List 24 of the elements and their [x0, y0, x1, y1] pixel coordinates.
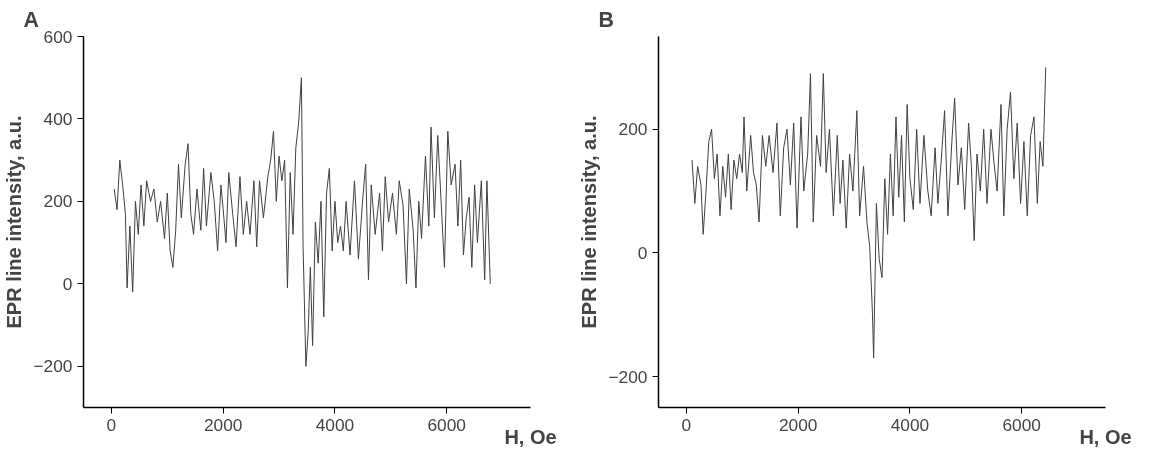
x-tick-label: 0 — [106, 414, 117, 435]
y-axis-title: EPR line intensity, a.u. — [3, 115, 26, 329]
y-tick-label: 400 — [43, 108, 73, 129]
y-tick-label: 0 — [62, 273, 73, 294]
y-tick-label: 600 — [43, 26, 73, 47]
x-axis-title: H, Oe — [504, 425, 557, 448]
y-tick-label: 200 — [43, 191, 73, 212]
y-tick-label: −200 — [608, 366, 648, 387]
x-tick-label: 2000 — [778, 414, 818, 435]
x-tick-label: 6000 — [1002, 414, 1041, 435]
x-axis-title: H, Oe — [1079, 425, 1132, 448]
y-axis-title: EPR line intensity, a.u. — [578, 115, 601, 329]
y-tick-label: 0 — [637, 242, 648, 263]
line-series — [691, 66, 1047, 359]
y-tick-label: −200 — [33, 356, 73, 377]
x-tick-label: 0 — [681, 414, 692, 435]
chart-title: B — [598, 7, 614, 32]
y-tick-label: 200 — [618, 119, 648, 140]
x-tick-label: 4000 — [315, 414, 355, 435]
x-tick-label: 6000 — [427, 414, 466, 435]
line-series — [113, 77, 491, 367]
chart-title: A — [23, 7, 39, 32]
x-tick-label: 2000 — [203, 414, 243, 435]
x-tick-label: 4000 — [890, 414, 930, 435]
